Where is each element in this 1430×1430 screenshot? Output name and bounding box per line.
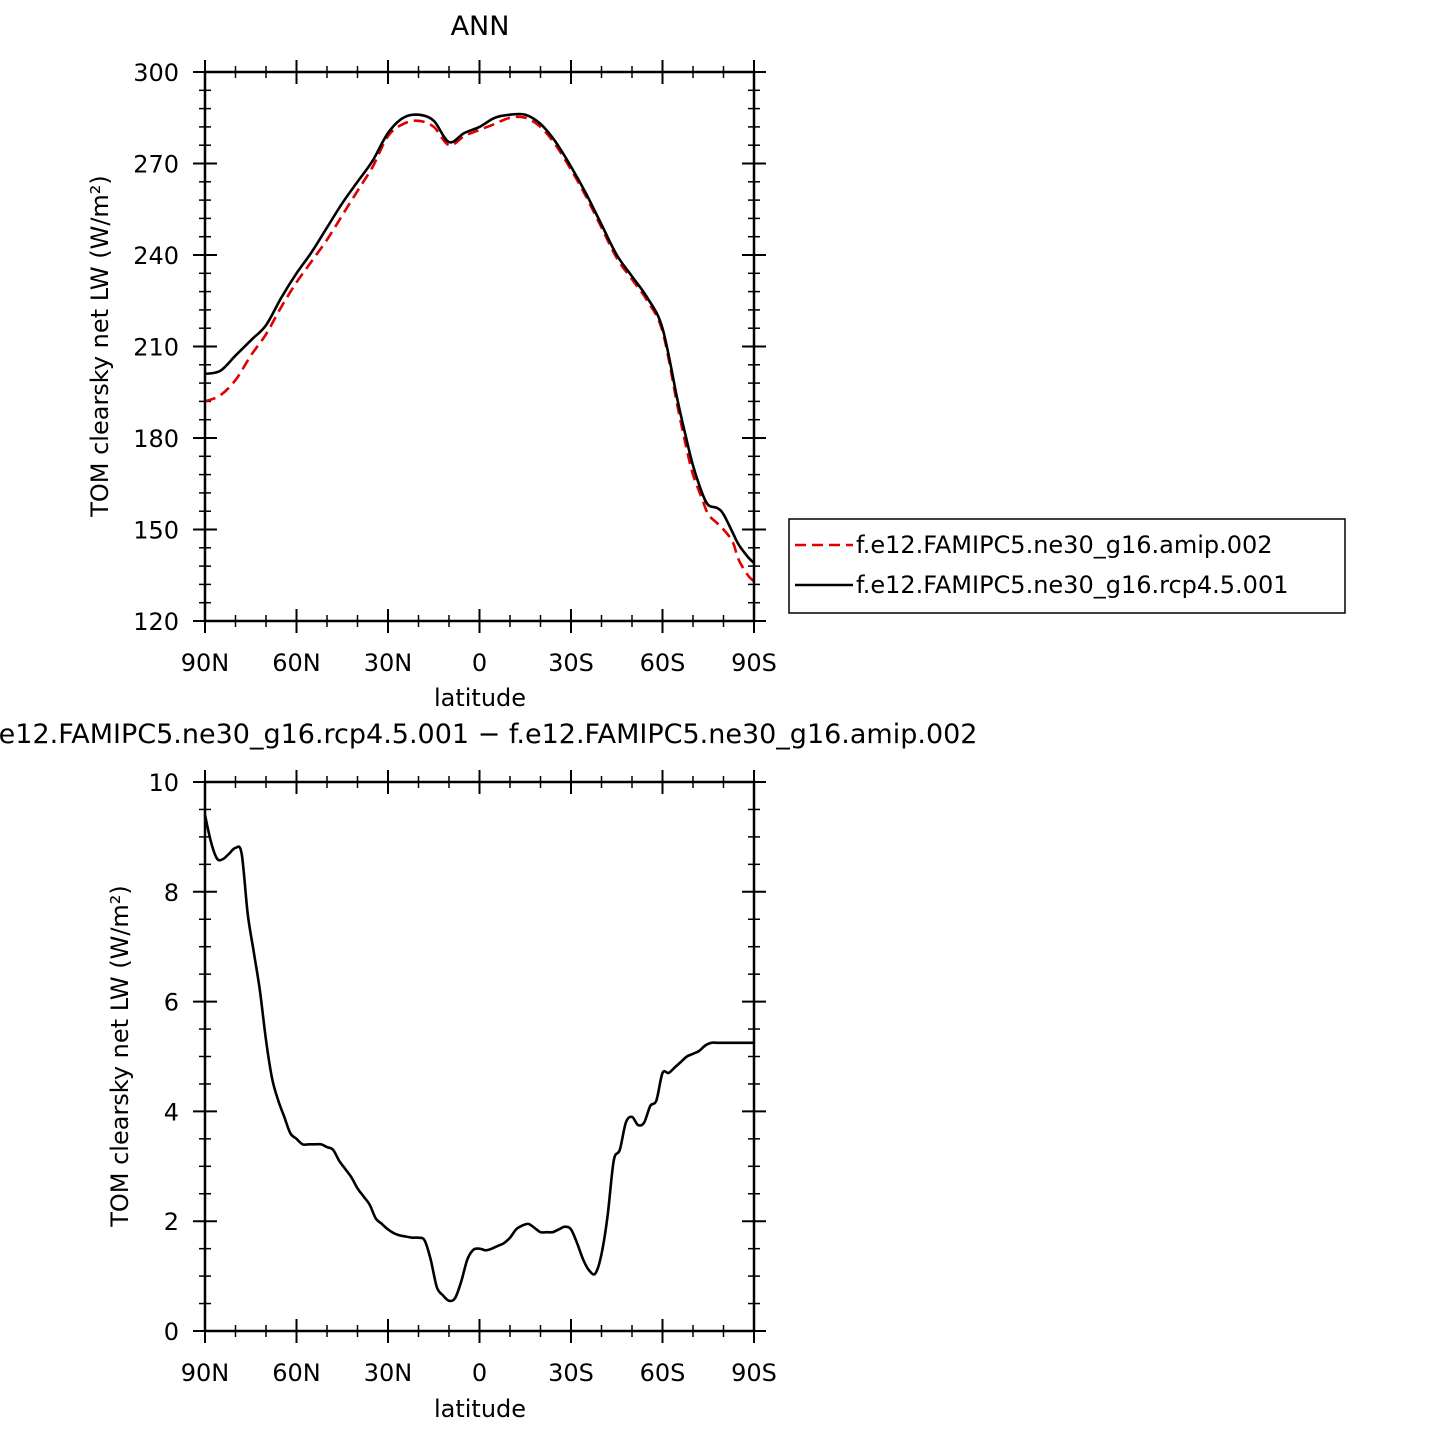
y-tick-label: 270 (133, 151, 179, 179)
series-line-1 (204, 112, 755, 564)
y-tick-label: 210 (133, 334, 179, 362)
chart-title: ANN (451, 11, 510, 42)
y-tick-label: 180 (133, 425, 179, 453)
series-lines (203, 814, 754, 1303)
legend-box (788, 518, 1346, 614)
x-tick-label: 0 (472, 1359, 487, 1387)
legend: f.e12.FAMIPC5.ne30_g16.amip.002 f.e12.FA… (788, 518, 1346, 614)
x-tick-label: 60N (272, 1359, 321, 1387)
y-tick-label: 300 (133, 59, 179, 87)
chart-title: f.e12.FAMIPC5.ne30_g16.rcp4.5.001 − f.e1… (0, 719, 977, 750)
x-axis-label: latitude (434, 684, 526, 712)
x-tick-label: 0 (472, 649, 487, 677)
x-tick-label: 60S (640, 649, 686, 677)
plot-frame (203, 70, 756, 623)
legend-label-rcp: f.e12.FAMIPC5.ne30_g16.rcp4.5.001 (856, 571, 1289, 599)
x-tick-label: 90N (181, 649, 230, 677)
y-tick-label: 150 (133, 517, 179, 545)
x-tick-label: 30N (364, 1359, 413, 1387)
panel-difference: f.e12.FAMIPC5.ne30_g16.rcp4.5.001 − f.e1… (0, 719, 977, 1423)
legend-label-amip: f.e12.FAMIPC5.ne30_g16.amip.002 (856, 531, 1273, 559)
series-line-0 (204, 115, 755, 583)
plot-frame (203, 780, 756, 1333)
x-tick-label: 90N (181, 1359, 230, 1387)
y-tick-label: 240 (133, 242, 179, 270)
series-line-0 (203, 814, 754, 1303)
y-tick-labels: 120 150 180 210 240 270 300 (133, 59, 179, 636)
y-tick-label: 10 (148, 769, 179, 797)
y-tick-labels: 0 2 4 6 8 10 (148, 769, 179, 1346)
y-tick-label: 6 (164, 989, 179, 1017)
x-tick-label: 30S (548, 1359, 594, 1387)
axis-ticks (193, 770, 766, 1343)
x-tick-label: 30S (548, 649, 594, 677)
x-tick-label: 60S (640, 1359, 686, 1387)
y-tick-label: 8 (164, 879, 179, 907)
y-axis-label: TOM clearsky net LW (W/m²) (86, 175, 114, 518)
y-tick-label: 4 (164, 1098, 179, 1126)
x-tick-label: 30N (364, 649, 413, 677)
x-axis-label: latitude (434, 1395, 526, 1423)
series-lines (204, 112, 755, 583)
x-tick-label: 60N (272, 649, 321, 677)
axis-ticks (193, 60, 766, 633)
y-tick-label: 120 (133, 608, 179, 636)
x-tick-labels: 90N 60N 30N 0 30S 60S 90S (181, 649, 777, 677)
y-tick-label: 0 (164, 1318, 179, 1346)
panel-annual-mean: ANN 120 150 180 210 240 270 300 90N 60N 30N 0 30S 6… (86, 11, 1346, 712)
x-tick-labels: 90N 60N 30N 0 30S 60S 90S (181, 1359, 777, 1387)
x-tick-label: 90S (731, 649, 777, 677)
x-tick-label: 90S (731, 1359, 777, 1387)
y-axis-label: TOM clearsky net LW (W/m²) (106, 885, 134, 1228)
y-tick-label: 2 (164, 1208, 179, 1236)
